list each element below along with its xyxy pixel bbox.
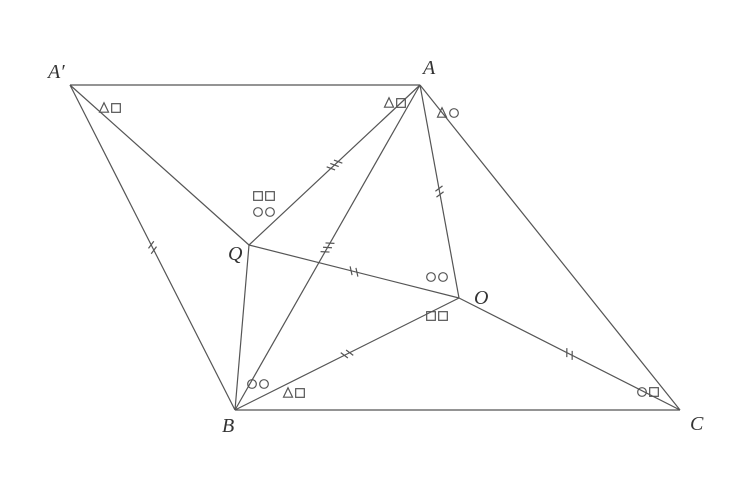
triangle-icon [100, 103, 109, 112]
circle-icon [266, 208, 275, 217]
point-label: O [474, 287, 488, 309]
circle-icon [439, 273, 448, 282]
triangle-icon [284, 388, 293, 397]
segment [459, 298, 680, 410]
geometry-diagram: A′ A B C O Q [0, 0, 750, 500]
segment [70, 85, 249, 245]
tick-mark [327, 167, 335, 170]
point-label: C [690, 413, 704, 435]
segment [420, 85, 680, 410]
circle-icon [427, 273, 436, 282]
point-label: B [222, 415, 234, 437]
circle-icon [254, 208, 263, 217]
point-label: A [421, 57, 436, 79]
point-label: Q [228, 243, 243, 265]
segment [70, 85, 235, 410]
square-icon [254, 192, 263, 201]
segment [235, 245, 249, 410]
circle-icon [260, 380, 269, 389]
segment [249, 245, 459, 298]
segment [235, 298, 459, 410]
square-icon [439, 312, 448, 321]
tick-mark [330, 163, 338, 166]
circle-icon [450, 109, 459, 118]
point-label: A′ [46, 61, 65, 83]
square-icon [296, 389, 305, 398]
square-icon [112, 104, 121, 113]
tick-mark [334, 160, 342, 163]
triangle-icon [385, 98, 394, 107]
square-icon [266, 192, 275, 201]
